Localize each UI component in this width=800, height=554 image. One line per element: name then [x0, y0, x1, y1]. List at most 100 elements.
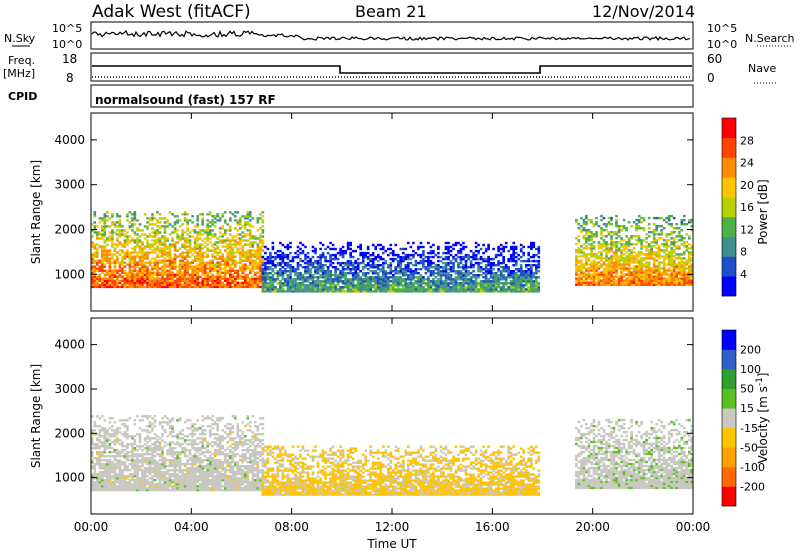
heatmap-cell — [106, 237, 109, 240]
heatmap-cell — [376, 259, 380, 263]
heatmap-cell — [434, 284, 438, 287]
heatmap-cell — [392, 249, 395, 253]
heatmap-cell — [537, 259, 541, 263]
heatmap-cell — [188, 273, 192, 276]
heatmap-cell — [369, 290, 372, 293]
heatmap-cell — [266, 282, 270, 285]
heatmap-cell — [186, 223, 189, 226]
heatmap-cell — [126, 445, 129, 448]
heatmap-cell — [620, 229, 623, 232]
heatmap-cell — [447, 241, 450, 245]
heatmap-cell — [128, 281, 132, 285]
heatmap-cell — [259, 269, 262, 272]
heatmap-cell — [191, 281, 194, 285]
heatmap-cell — [151, 283, 154, 287]
heatmap-cell — [181, 275, 184, 278]
heatmap-cell — [178, 265, 182, 268]
heatmap-cell — [502, 270, 505, 273]
heatmap-cell — [369, 266, 372, 269]
heatmap-cell — [136, 469, 139, 472]
heatmap-cell — [133, 257, 137, 260]
heatmap-cell — [519, 247, 523, 251]
heatmap-cell — [111, 271, 114, 274]
heatmap-cell — [101, 271, 104, 274]
heatmap-cell — [507, 259, 510, 263]
heatmap-cell — [402, 257, 405, 261]
heatmap-cell — [284, 255, 287, 259]
heatmap-cell — [432, 261, 435, 265]
heatmap-cell — [151, 219, 154, 222]
heatmap-cell — [261, 245, 265, 248]
heatmap-cell — [637, 269, 641, 272]
heatmap-cell — [276, 249, 280, 253]
heatmap-cell — [344, 286, 347, 289]
heatmap-cell — [657, 245, 661, 248]
heatmap-cell — [231, 275, 235, 278]
heatmap-cell — [688, 281, 691, 284]
heatmap-cell — [354, 274, 357, 277]
heatmap-cell — [153, 247, 157, 250]
heatmap-cell — [244, 259, 247, 262]
heatmap-cell — [502, 261, 505, 265]
heatmap-cell — [121, 449, 124, 452]
heatmap-cell — [266, 276, 270, 279]
heatmap-cell — [582, 253, 586, 256]
heatmap-cell — [168, 281, 172, 285]
heatmap-cell — [126, 488, 129, 492]
heatmap-cell — [394, 268, 398, 271]
heatmap-cell — [121, 245, 124, 248]
heatmap-cell — [321, 290, 325, 293]
heatmap-cell — [256, 253, 260, 256]
heatmap-cell — [176, 279, 179, 282]
heatmap-cell — [331, 261, 335, 265]
heatmap-cell — [349, 241, 352, 245]
heatmap-cell — [173, 247, 177, 250]
heatmap-cell — [229, 281, 232, 285]
heatmap-cell — [271, 247, 275, 251]
heatmap-cell — [113, 221, 117, 224]
heatmap-cell — [96, 485, 99, 488]
heatmap-cell — [632, 275, 636, 278]
heatmap-cell — [640, 279, 643, 282]
heatmap-cell — [399, 276, 403, 279]
heatmap-cell — [324, 255, 327, 259]
heatmap-cell — [379, 264, 383, 267]
heatmap-cell — [126, 243, 129, 246]
heatmap-cell — [402, 280, 405, 283]
heatmap-cell — [138, 469, 142, 472]
heatmap-cell — [655, 253, 658, 256]
heatmap-cell — [133, 285, 137, 289]
heatmap-cell — [93, 211, 97, 214]
heatmap-cell — [234, 243, 237, 246]
heatmap-cell — [389, 284, 393, 287]
heatmap-cell — [121, 249, 124, 252]
heatmap-cell — [138, 485, 142, 488]
heatmap-cell — [688, 265, 691, 268]
heatmap-cell — [128, 257, 132, 260]
heatmap-cell — [439, 280, 443, 283]
heatmap-cell — [675, 241, 678, 244]
heatmap-cell — [264, 264, 267, 267]
heatmap-cell — [183, 245, 187, 248]
heatmap-cell — [96, 249, 99, 252]
heatmap-cell — [103, 441, 107, 444]
heatmap-cell — [133, 279, 137, 282]
heatmap-cell — [610, 223, 613, 226]
heatmap-cell — [299, 247, 302, 251]
heatmap-cell — [622, 245, 626, 248]
heatmap-cell — [168, 255, 172, 258]
y-tick-label: 2000 — [54, 222, 85, 236]
heatmap-cell — [183, 211, 187, 214]
heatmap-cell — [464, 259, 468, 263]
heatmap-cell — [582, 267, 586, 270]
heatmap-cell — [660, 281, 663, 284]
heatmap-cell — [499, 276, 503, 279]
heatmap-cell — [344, 249, 347, 253]
heatmap-cell — [299, 241, 302, 245]
heatmap-cell — [472, 266, 475, 269]
heatmap-cell — [514, 280, 518, 283]
colorbar-tick: 16 — [740, 201, 754, 214]
heatmap-cell — [364, 266, 367, 269]
heatmap-cell — [113, 475, 117, 478]
heatmap-cell — [492, 280, 495, 283]
